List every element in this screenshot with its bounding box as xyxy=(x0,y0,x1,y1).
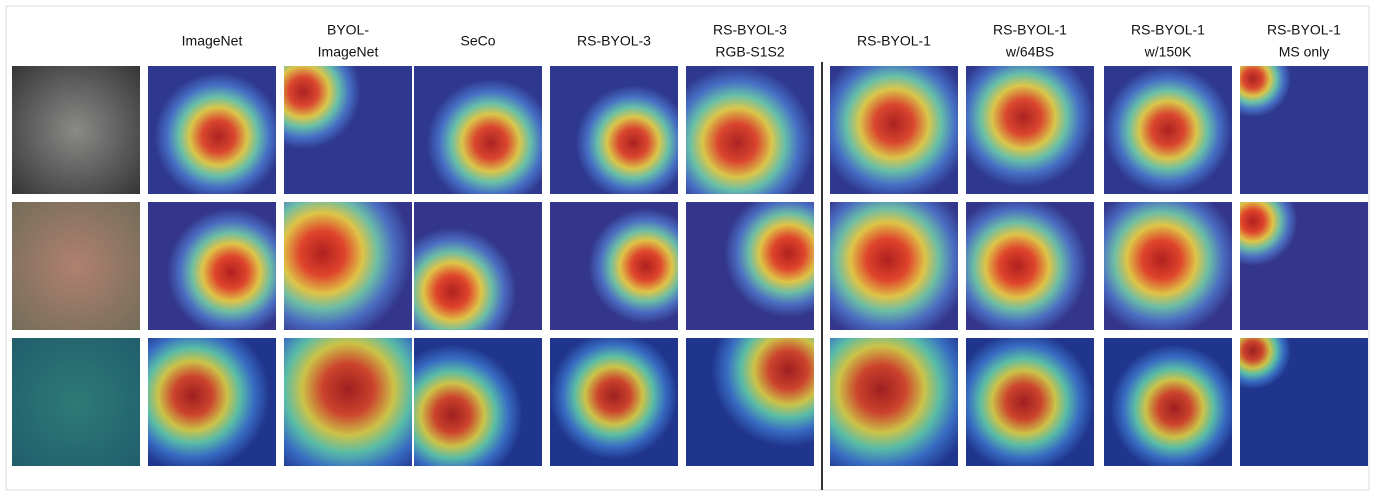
column-header: SeCo xyxy=(460,33,495,49)
image-overlay xyxy=(966,66,1094,194)
column-header: RS-BYOL-1 xyxy=(993,22,1067,38)
image-overlay xyxy=(686,202,814,330)
image-overlay xyxy=(1104,338,1232,466)
source-image xyxy=(12,66,140,194)
image-overlay xyxy=(966,202,1094,330)
column-header: BYOL- xyxy=(327,22,369,38)
image-overlay xyxy=(148,66,276,194)
image-overlay xyxy=(148,202,276,330)
column-header: RS-BYOL-3 xyxy=(713,22,787,38)
image-overlay xyxy=(1240,66,1368,194)
column-header: ImageNet xyxy=(182,33,243,49)
image-overlay xyxy=(1104,66,1232,194)
image-overlay xyxy=(550,338,678,466)
image-overlay xyxy=(284,202,412,330)
source-image xyxy=(12,338,140,466)
figure: ImageNet BYOL- ImageNet SeCo RS-BYOL-3 RS-BYO… xyxy=(0,0,1376,496)
image-overlay xyxy=(686,66,814,194)
image-overlay xyxy=(1240,338,1368,466)
tile-grid xyxy=(12,66,1368,466)
column-header: w/150K xyxy=(1144,44,1192,60)
column-header: RGB-S1S2 xyxy=(715,44,784,60)
source-image xyxy=(12,202,140,330)
image-overlay xyxy=(1240,202,1368,330)
image-overlay xyxy=(1104,202,1232,330)
image-overlay xyxy=(148,338,276,466)
image-overlay xyxy=(966,338,1094,466)
image-overlay xyxy=(550,66,678,194)
image-overlay xyxy=(830,66,958,194)
image-overlay xyxy=(686,338,814,466)
image-overlay xyxy=(284,338,412,466)
image-overlay xyxy=(414,66,542,194)
image-overlay xyxy=(414,202,542,330)
image-overlay xyxy=(830,202,958,330)
image-overlay xyxy=(284,66,412,194)
column-header: RS-BYOL-1 xyxy=(1267,22,1341,38)
image-overlay xyxy=(414,338,542,466)
column-header: RS-BYOL-3 xyxy=(577,33,651,49)
column-header: RS-BYOL-1 xyxy=(1131,22,1205,38)
image-overlay xyxy=(550,202,678,330)
column-header: MS only xyxy=(1279,44,1330,60)
column-header: w/64BS xyxy=(1005,44,1054,60)
image-overlay xyxy=(830,338,958,466)
column-header: RS-BYOL-1 xyxy=(857,33,931,49)
column-header: ImageNet xyxy=(318,44,379,60)
